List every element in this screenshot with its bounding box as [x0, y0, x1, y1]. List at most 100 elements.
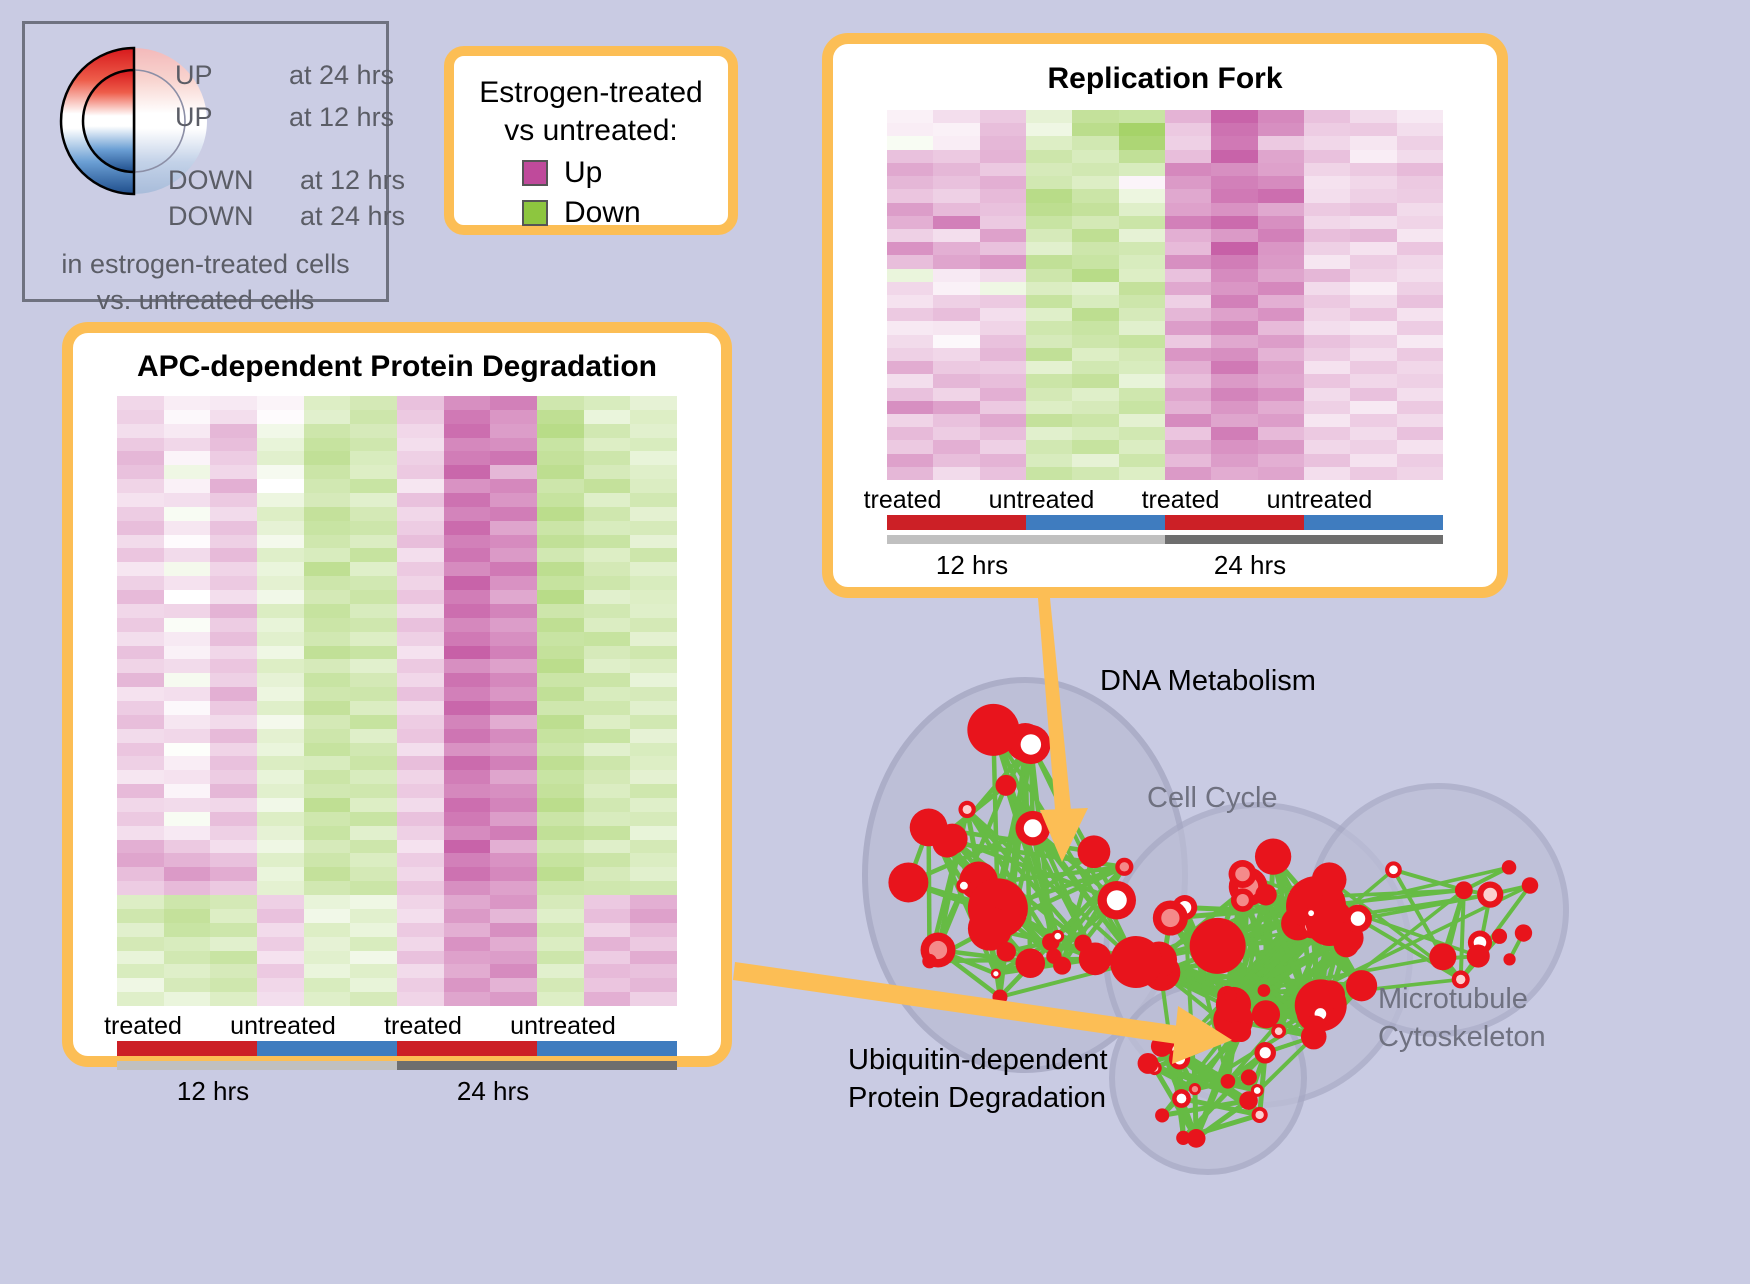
heatmap-cell — [490, 784, 537, 798]
heatmap-cell — [257, 632, 304, 646]
heatmap-cell — [350, 978, 397, 992]
heatmap-cell — [933, 176, 979, 189]
legend-footnote: in estrogen-treated cells vs. untreated … — [25, 246, 386, 318]
network-node-core — [1260, 1047, 1271, 1058]
heatmap-cell — [397, 396, 444, 410]
heatmap-cell — [537, 479, 584, 493]
heatmap-cell — [164, 951, 211, 965]
heatmap-cell — [117, 507, 164, 521]
heatmap-cell — [304, 507, 351, 521]
heatmap-cell — [1211, 427, 1257, 440]
heatmap-cell — [164, 424, 211, 438]
heatmap-cell — [584, 618, 631, 632]
heatmap-cell — [630, 507, 677, 521]
heatmap-cell — [584, 659, 631, 673]
heatmap-cell — [537, 646, 584, 660]
heatmap-cell — [1258, 269, 1304, 282]
heatmap-cell — [1258, 123, 1304, 136]
heatmap-cell — [304, 992, 351, 1006]
heatmap-cell — [1119, 388, 1165, 401]
heatmap-cell — [537, 784, 584, 798]
heatmap-cell — [980, 110, 1026, 123]
heatmap-cell — [257, 951, 304, 965]
network-node-core — [1054, 933, 1061, 940]
heatmap-cell — [304, 521, 351, 535]
network-node — [1502, 860, 1516, 874]
heatmap-cell — [933, 440, 979, 453]
heatmap-cell — [584, 451, 631, 465]
heatmap-cell — [584, 729, 631, 743]
heatmap-cell — [537, 951, 584, 965]
heatmap-cell — [1165, 427, 1211, 440]
heatmap-cell — [210, 715, 257, 729]
heatmap-cell — [210, 687, 257, 701]
heatmap-cell — [210, 604, 257, 618]
network-node-core — [1483, 888, 1497, 902]
heatmap-cell — [933, 348, 979, 361]
heatmap-cell — [1350, 110, 1396, 123]
heatmap-cell — [444, 465, 491, 479]
heatmap-cell — [1072, 255, 1118, 268]
heatmap-cell — [1026, 308, 1072, 321]
heatmap-cell — [164, 507, 211, 521]
heatmap-cell — [1072, 427, 1118, 440]
heatmap-cell — [1304, 282, 1350, 295]
heatmap-cell — [1397, 440, 1443, 453]
heatmap-cell — [1165, 123, 1211, 136]
heatmap-cell — [537, 535, 584, 549]
heatmap-cell — [1211, 401, 1257, 414]
heatmap-cell — [1258, 216, 1304, 229]
heatmap-cell — [210, 410, 257, 424]
heatmap-cell — [304, 687, 351, 701]
heatmap-cell — [397, 659, 444, 673]
heatmap-cell — [537, 937, 584, 951]
heatmap-cell — [1350, 163, 1396, 176]
heatmap-cell — [1258, 229, 1304, 242]
heatmap-cell — [630, 729, 677, 743]
heatmap-cell — [117, 701, 164, 715]
heatmap-cell — [490, 493, 537, 507]
heatmap-cell — [537, 576, 584, 590]
heatmap-cell — [537, 826, 584, 840]
heatmap-cell — [397, 618, 444, 632]
heatmap-cell — [397, 909, 444, 923]
network-node — [1155, 1108, 1169, 1122]
heatmap-cell — [933, 295, 979, 308]
heatmap-cell — [350, 840, 397, 854]
heatmap-cell — [1350, 335, 1396, 348]
heatmap-cell — [210, 632, 257, 646]
heatmap-cell — [164, 923, 211, 937]
heatmap-cell — [117, 562, 164, 576]
network-node — [1015, 948, 1045, 978]
heatmap-cell — [630, 937, 677, 951]
heatmap-cell — [1397, 163, 1443, 176]
heatmap-cell — [630, 826, 677, 840]
heatmap-cell — [1350, 414, 1396, 427]
network-node — [1455, 881, 1473, 899]
heatmap-cell — [584, 535, 631, 549]
cluster-label-microtubule-cytoskeleton: Microtubule Cytoskeleton — [1378, 980, 1546, 1056]
legend-direction-key: UP at 24 hrs UP at 12 hrs DOWN at 12 hrs… — [22, 21, 389, 302]
heatmap-cell — [304, 465, 351, 479]
heatmap-cell — [980, 282, 1026, 295]
network-node — [1492, 929, 1507, 944]
heatmap-cell — [1350, 295, 1396, 308]
heatmap-cell — [1304, 269, 1350, 282]
heatmap-cell — [887, 295, 933, 308]
heatmap-cell — [444, 743, 491, 757]
heatmap-cell — [980, 203, 1026, 216]
heatmap-cell — [630, 562, 677, 576]
heatmap-cell — [117, 687, 164, 701]
heatmap-cell — [304, 743, 351, 757]
heatmap-cell — [584, 438, 631, 452]
heatmap-cell — [257, 396, 304, 410]
heatmap-cell — [1165, 242, 1211, 255]
heatmap-cell — [630, 493, 677, 507]
heatmap-cell — [257, 812, 304, 826]
heatmap-cell — [1026, 150, 1072, 163]
network-node-core — [993, 971, 998, 976]
heatmap-cell — [117, 812, 164, 826]
heatmap-cell — [397, 798, 444, 812]
heatmap-cell — [630, 590, 677, 604]
heatmap-cell — [444, 646, 491, 660]
